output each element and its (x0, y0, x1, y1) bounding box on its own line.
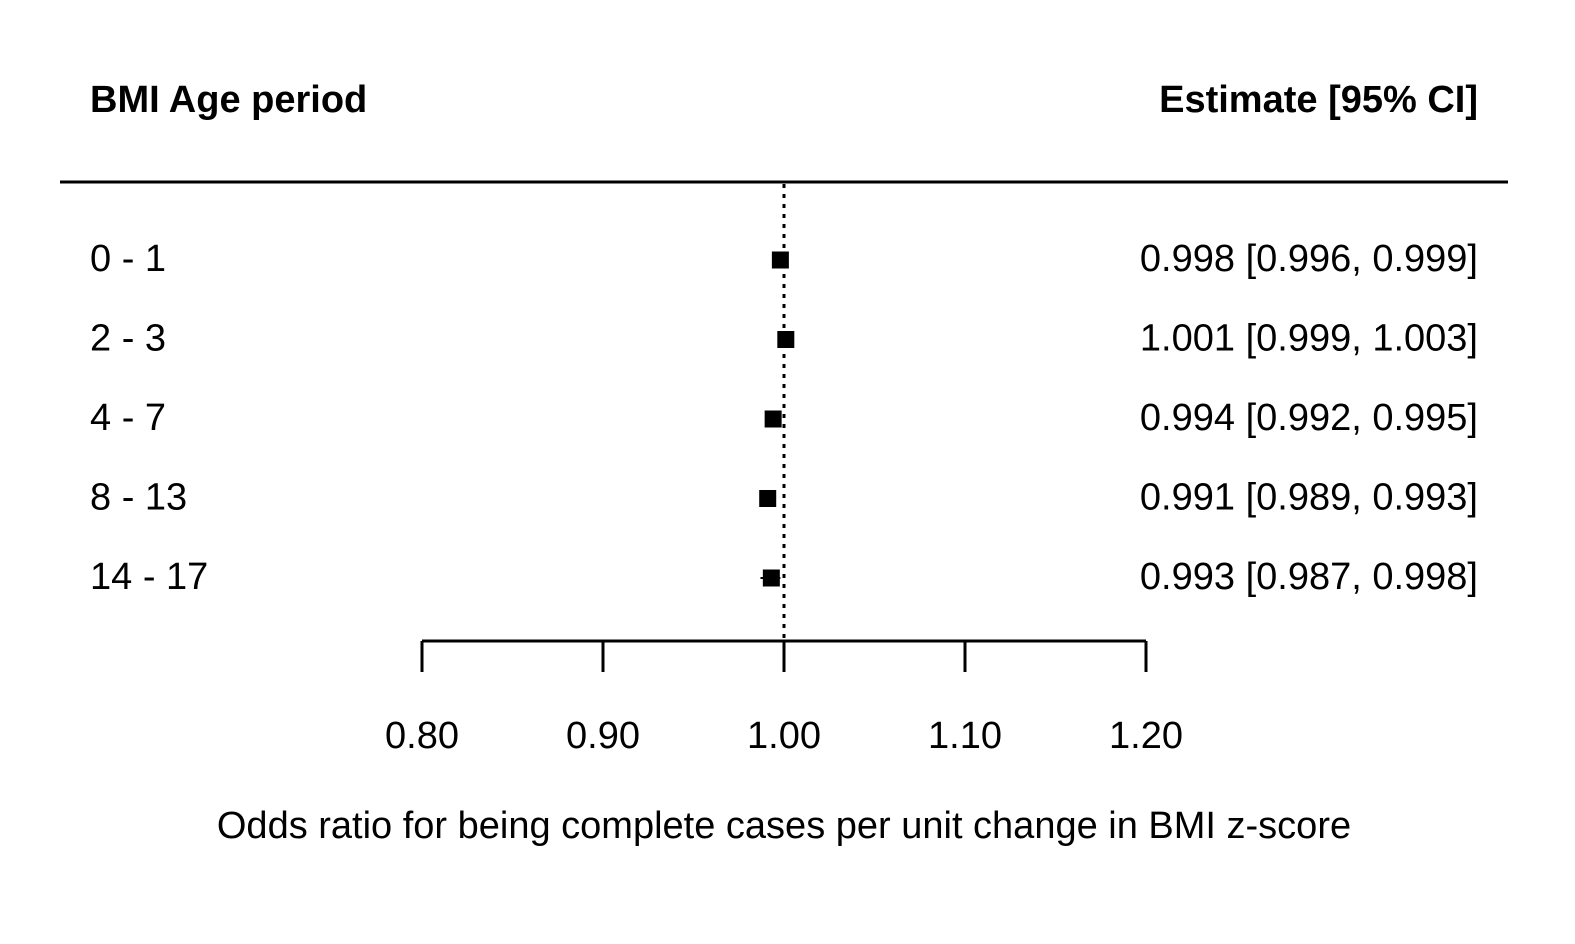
estimate-marker (762, 569, 780, 587)
row-label: 0 - 1 (90, 238, 166, 280)
estimate-marker (771, 251, 789, 269)
x-axis-title: Odds ratio for being complete cases per … (217, 805, 1351, 847)
row-estimate-text: 0.998 [0.996, 0.999] (1140, 238, 1478, 280)
x-tick-label: 0.90 (566, 715, 640, 757)
x-axis: 0.80 0.90 1.00 1.10 1.20 (385, 639, 1183, 757)
estimate-marker (777, 331, 795, 348)
x-tick-label: 1.10 (928, 715, 1002, 757)
header-left: BMI Age period (90, 79, 367, 121)
row-label: 8 - 13 (90, 477, 187, 519)
estimate-marker (759, 490, 777, 507)
row-estimate-text: 0.993 [0.987, 0.998] (1140, 556, 1478, 598)
estimate-marker (764, 410, 782, 428)
row-estimate-text: 0.994 [0.992, 0.995] (1140, 397, 1478, 439)
row-estimate-text: 1.001 [0.999, 1.003] (1140, 318, 1478, 360)
rows-layer: 0 - 1 0.998 [0.996, 0.999] 2 - 3 1.001 [0.9… (90, 238, 1478, 598)
row-estimate-text: 0.991 [0.989, 0.993] (1140, 477, 1478, 519)
x-tick-label: 0.80 (385, 715, 459, 757)
x-tick-label: 1.20 (1109, 715, 1183, 757)
header-right: Estimate [95% CI] (1159, 79, 1478, 121)
x-tick-label: 1.00 (747, 715, 821, 757)
row-label: 14 - 17 (90, 556, 208, 598)
row-label: 2 - 3 (90, 318, 166, 360)
row-label: 4 - 7 (90, 397, 166, 439)
